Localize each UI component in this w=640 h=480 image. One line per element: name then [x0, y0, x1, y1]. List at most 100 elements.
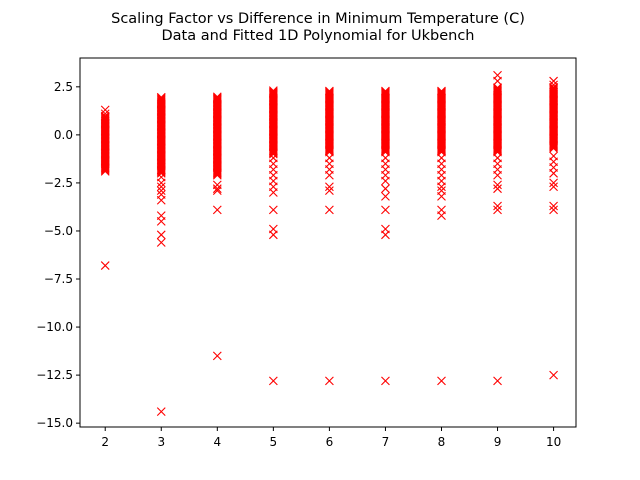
data-point — [493, 376, 502, 386]
data-point — [549, 178, 558, 188]
data-point — [381, 376, 390, 386]
data-point — [212, 94, 222, 104]
data-point — [437, 88, 446, 98]
data-point — [156, 216, 166, 226]
y-tick-label: 0.0 — [54, 128, 73, 142]
data-point — [437, 376, 446, 386]
data-point — [325, 186, 334, 195]
y-tick-label: −15.0 — [36, 416, 73, 430]
x-tick-label: 7 — [382, 435, 390, 449]
data-point — [156, 230, 166, 240]
data-point — [381, 90, 390, 99]
chart-title: Scaling Factor vs Difference in Minimum … — [111, 11, 525, 27]
data-point — [156, 96, 166, 106]
x-tick-label: 9 — [494, 435, 502, 449]
data-point — [325, 182, 334, 192]
data-point — [325, 376, 334, 386]
x-tick-label: 10 — [546, 435, 561, 449]
data-point — [325, 205, 334, 215]
data-point — [212, 184, 222, 194]
data-point — [100, 105, 110, 115]
data-point — [268, 376, 278, 386]
x-tick-label: 3 — [157, 435, 165, 449]
y-tick-label: −12.5 — [36, 368, 73, 382]
data-point — [493, 85, 502, 95]
data-point — [549, 168, 558, 178]
data-point — [381, 184, 390, 194]
chart-subtitle: Data and Fitted 1D Polynomial for Ukbenc… — [161, 28, 474, 44]
data-point — [156, 186, 166, 195]
x-tick-label: 5 — [270, 435, 278, 449]
data-point — [437, 182, 446, 192]
data-point — [493, 83, 502, 92]
data-point — [212, 93, 222, 103]
y-axis: 2.5 0.0 −2.5 −5.0 −7.5 −10.0 −12.5 −15.0 — [36, 80, 80, 430]
data-point — [156, 95, 166, 104]
data-point — [100, 109, 110, 119]
data-point — [549, 201, 558, 211]
data-point — [493, 205, 502, 215]
data-point — [549, 82, 558, 92]
data-point — [156, 178, 166, 188]
data-point — [156, 92, 166, 102]
data-point — [212, 205, 222, 215]
data-point — [156, 182, 166, 192]
data-point — [381, 230, 390, 240]
data-point — [100, 261, 110, 270]
data-point — [549, 182, 558, 192]
data-point — [381, 205, 390, 215]
data-point — [549, 83, 558, 93]
data-point — [437, 86, 446, 96]
y-tick-label: −10.0 — [36, 320, 73, 334]
data-markers — [100, 70, 558, 417]
data-point — [381, 86, 390, 96]
data-point — [437, 211, 446, 220]
data-point — [493, 86, 502, 96]
x-tick-label: 8 — [438, 435, 446, 449]
data-point — [156, 195, 166, 205]
data-point — [493, 184, 502, 194]
data-point — [268, 230, 278, 240]
data-point — [549, 205, 558, 215]
x-axis: 2 3 4 5 6 7 8 9 10 — [101, 427, 561, 449]
data-point — [268, 205, 278, 215]
x-tick-label: 2 — [101, 435, 109, 449]
x-tick-label: 6 — [326, 435, 334, 449]
data-point — [325, 86, 334, 96]
data-point — [549, 370, 558, 380]
data-point — [493, 180, 502, 190]
x-tick-label: 4 — [213, 435, 221, 449]
data-point — [100, 112, 110, 122]
data-point — [156, 238, 166, 247]
y-tick-label: 2.5 — [54, 80, 73, 94]
y-tick-label: −2.5 — [44, 176, 73, 190]
data-point — [100, 111, 110, 121]
data-point — [156, 93, 166, 103]
data-point — [437, 87, 446, 97]
data-point — [325, 88, 334, 98]
data-point — [549, 80, 558, 90]
data-point — [437, 191, 446, 201]
data-point — [549, 76, 558, 86]
data-point — [325, 90, 334, 99]
data-point — [381, 191, 390, 201]
data-point — [493, 201, 502, 211]
data-point — [212, 92, 222, 102]
axes-frame — [79, 57, 577, 428]
data-point — [268, 87, 278, 97]
y-tick-label: −5.0 — [44, 224, 73, 238]
y-tick-label: −7.5 — [44, 272, 73, 286]
data-point — [493, 84, 502, 94]
data-point — [268, 86, 278, 96]
data-point — [212, 186, 222, 195]
data-point — [156, 407, 166, 417]
data-point — [381, 87, 390, 97]
data-point — [212, 351, 222, 361]
data-point — [493, 76, 502, 86]
data-point — [493, 170, 502, 180]
data-point — [381, 176, 390, 186]
data-point — [381, 88, 390, 98]
data-point — [268, 188, 278, 197]
